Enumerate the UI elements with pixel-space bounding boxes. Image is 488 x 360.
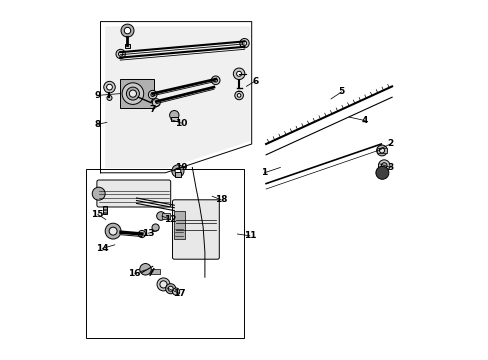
- Circle shape: [381, 163, 386, 168]
- Text: 7: 7: [149, 105, 156, 114]
- Circle shape: [375, 166, 388, 179]
- Text: 2: 2: [386, 139, 393, 148]
- Text: 13: 13: [142, 229, 154, 238]
- Text: 9: 9: [94, 91, 101, 100]
- Circle shape: [152, 224, 159, 231]
- Text: 10: 10: [175, 118, 187, 127]
- Circle shape: [107, 95, 112, 100]
- Polygon shape: [106, 27, 249, 167]
- Circle shape: [234, 91, 243, 100]
- Circle shape: [118, 52, 122, 56]
- Circle shape: [122, 83, 143, 104]
- Circle shape: [160, 281, 167, 288]
- FancyBboxPatch shape: [97, 180, 170, 207]
- FancyBboxPatch shape: [172, 200, 219, 259]
- Circle shape: [92, 187, 105, 200]
- Text: 16: 16: [128, 269, 141, 278]
- Circle shape: [211, 76, 220, 85]
- Circle shape: [165, 284, 175, 294]
- Text: 3: 3: [386, 163, 393, 172]
- Circle shape: [116, 49, 125, 59]
- Bar: [175, 172, 181, 177]
- Text: 17: 17: [173, 289, 185, 298]
- Text: 18: 18: [214, 195, 227, 204]
- Bar: [125, 44, 130, 48]
- Bar: [120, 79, 154, 108]
- Circle shape: [129, 90, 136, 97]
- Circle shape: [233, 68, 244, 80]
- Text: 12: 12: [164, 215, 177, 224]
- Bar: [376, 148, 386, 153]
- Text: 15: 15: [91, 210, 103, 219]
- Circle shape: [126, 87, 139, 100]
- Circle shape: [109, 227, 117, 235]
- Circle shape: [379, 148, 384, 153]
- Circle shape: [171, 165, 183, 177]
- Circle shape: [121, 24, 134, 37]
- Text: 5: 5: [338, 87, 344, 96]
- Circle shape: [156, 212, 165, 220]
- Text: 6: 6: [252, 77, 258, 85]
- Circle shape: [157, 278, 170, 291]
- Bar: [174, 211, 185, 239]
- Circle shape: [151, 93, 154, 96]
- Circle shape: [148, 90, 157, 99]
- Circle shape: [242, 41, 246, 45]
- Circle shape: [237, 94, 241, 97]
- Circle shape: [152, 99, 160, 107]
- Circle shape: [106, 84, 112, 90]
- Text: 11: 11: [243, 231, 256, 240]
- Circle shape: [213, 78, 217, 82]
- Circle shape: [138, 230, 145, 238]
- Text: 19: 19: [175, 163, 187, 172]
- Circle shape: [172, 288, 179, 295]
- Bar: [151, 269, 160, 274]
- Circle shape: [103, 81, 115, 93]
- Circle shape: [175, 168, 181, 174]
- Bar: [103, 206, 107, 214]
- Circle shape: [140, 264, 151, 275]
- Circle shape: [376, 145, 386, 156]
- Circle shape: [169, 111, 179, 120]
- Text: 8: 8: [94, 120, 101, 129]
- Circle shape: [236, 71, 241, 76]
- Bar: [170, 117, 178, 121]
- Circle shape: [378, 160, 389, 171]
- Circle shape: [124, 27, 130, 34]
- Bar: [162, 213, 169, 219]
- Text: 1: 1: [261, 168, 267, 177]
- Circle shape: [239, 39, 249, 48]
- Circle shape: [105, 223, 121, 239]
- Bar: [86, 169, 244, 338]
- Text: 14: 14: [96, 244, 108, 253]
- Circle shape: [168, 286, 173, 291]
- Text: 4: 4: [361, 116, 367, 125]
